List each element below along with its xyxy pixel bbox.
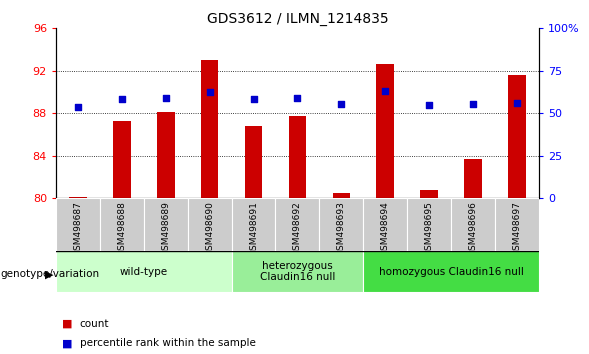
Text: GSM498689: GSM498689 — [161, 201, 170, 256]
Point — [73, 104, 82, 110]
Text: GSM498690: GSM498690 — [205, 201, 214, 256]
Bar — [421, 190, 438, 198]
Text: heterozygous
Claudin16 null: heterozygous Claudin16 null — [260, 261, 335, 282]
Text: GSM498693: GSM498693 — [337, 201, 346, 256]
Bar — [495, 198, 539, 251]
Bar — [363, 198, 407, 251]
Bar — [201, 60, 219, 198]
Bar — [188, 198, 231, 251]
Point — [337, 101, 346, 107]
Text: GSM498694: GSM498694 — [380, 201, 390, 256]
Bar — [319, 198, 363, 251]
Bar — [69, 197, 87, 198]
Title: GDS3612 / ILMN_1214835: GDS3612 / ILMN_1214835 — [207, 12, 388, 26]
Text: ▶: ▶ — [45, 269, 53, 279]
Bar — [56, 198, 100, 251]
Bar — [231, 198, 276, 251]
Text: wild-type: wild-type — [120, 267, 168, 277]
Text: ■: ■ — [62, 338, 72, 348]
Bar — [157, 112, 174, 198]
Bar — [144, 198, 188, 251]
Bar — [363, 251, 539, 292]
Bar — [231, 251, 363, 292]
Bar — [407, 198, 451, 251]
Point — [293, 96, 302, 101]
Text: percentile rank within the sample: percentile rank within the sample — [80, 338, 256, 348]
Bar — [508, 75, 526, 198]
Bar — [289, 116, 306, 198]
Point — [117, 97, 127, 102]
Bar — [333, 193, 350, 198]
Text: GSM498691: GSM498691 — [249, 201, 258, 256]
Bar — [451, 198, 495, 251]
Text: count: count — [80, 319, 109, 329]
Point — [205, 89, 214, 95]
Text: genotype/variation: genotype/variation — [1, 269, 100, 279]
Text: GSM498688: GSM498688 — [117, 201, 126, 256]
Point — [380, 88, 390, 94]
Text: ■: ■ — [62, 319, 72, 329]
Bar — [56, 251, 231, 292]
Point — [161, 96, 170, 101]
Point — [425, 102, 434, 108]
Bar — [276, 198, 319, 251]
Bar — [245, 126, 262, 198]
Text: GSM498695: GSM498695 — [425, 201, 434, 256]
Point — [249, 97, 258, 102]
Point — [468, 101, 478, 107]
Bar — [113, 121, 131, 198]
Bar — [464, 159, 482, 198]
Text: homozygous Claudin16 null: homozygous Claudin16 null — [379, 267, 524, 277]
Bar — [376, 64, 394, 198]
Bar — [100, 198, 144, 251]
Text: GSM498692: GSM498692 — [293, 201, 302, 256]
Point — [512, 100, 522, 105]
Text: GSM498687: GSM498687 — [74, 201, 82, 256]
Text: GSM498696: GSM498696 — [469, 201, 478, 256]
Text: GSM498697: GSM498697 — [512, 201, 521, 256]
